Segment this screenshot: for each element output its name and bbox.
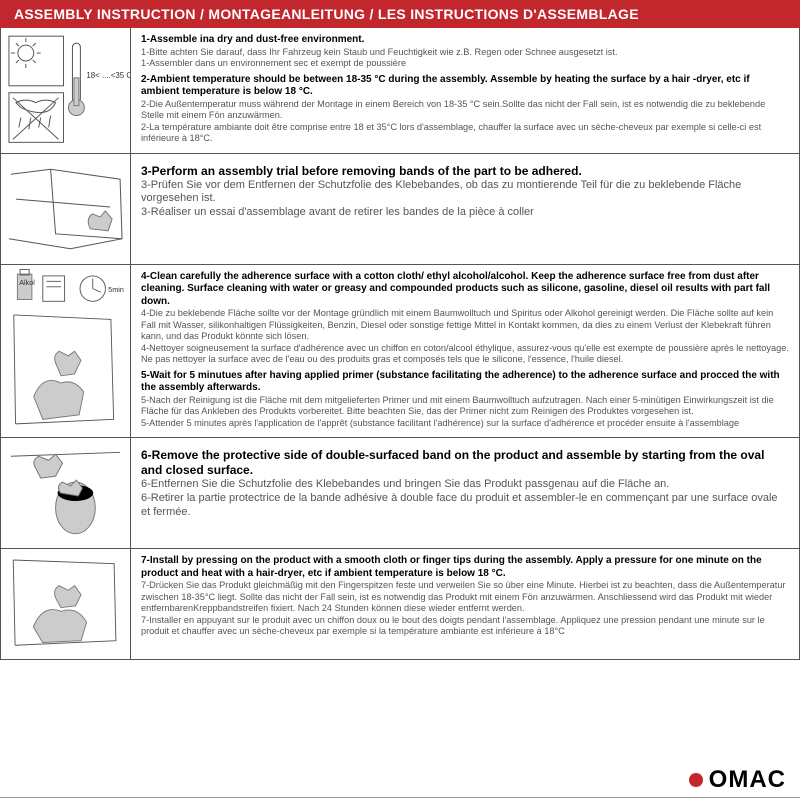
- time-label: 5min: [108, 285, 124, 294]
- instruction-text: 6-Remove the protective side of double-s…: [131, 438, 799, 548]
- step-5-sub-fr: 5-Attender 5 minutes après l'application…: [141, 418, 789, 430]
- instruction-row: 18< ....<35 C 1-Assemble ina dry and dus…: [1, 28, 799, 154]
- step-4-sub-fr: 4-Nettoyer soigneusement la surface d'ad…: [141, 343, 789, 366]
- illustration-press: [1, 549, 131, 659]
- illustration-trial: [1, 154, 131, 264]
- step-5-sub-de: 5-Nach der Reinigung ist die Fläche mit …: [141, 395, 789, 418]
- step-7-sub-fr: 7-Installer en appuyant sur le produit a…: [141, 615, 789, 638]
- step-1-sub-fr: 1-Assembler dans un environnement sec et…: [141, 58, 789, 70]
- instruction-table: 18< ....<35 C 1-Assemble ina dry and dus…: [0, 28, 800, 660]
- step-6-sub-de: 6-Entfernen Sie die Schutzfolie des Kleb…: [141, 478, 789, 492]
- instruction-text: 3-Perform an assembly trial before remov…: [131, 154, 799, 264]
- illustration-peel: [1, 438, 131, 548]
- step-7-head: 7-Install by pressing on the product wit…: [141, 555, 789, 580]
- temp-label: 18< ....<35 C: [86, 71, 130, 80]
- step-6-head: 6-Remove the protective side of double-s…: [141, 448, 789, 478]
- brand-logo: OMAC: [689, 766, 786, 794]
- alcohol-label: Alkol: [19, 277, 35, 286]
- step-1-head: 1-Assemble ina dry and dust-free environ…: [141, 34, 789, 47]
- header-bar: ASSEMBLY INSTRUCTION / MONTAGEANLEITUNG …: [0, 0, 800, 28]
- step-6-sub-fr: 6-Retirer la partie protectrice de la ba…: [141, 492, 789, 520]
- step-1-sub-de: 1-Bitte achten Sie darauf, dass Ihr Fahr…: [141, 47, 789, 59]
- illustration-clean: Alkol 5min: [1, 265, 131, 438]
- step-2-sub-fr: 2-La température ambiante doit être comp…: [141, 122, 789, 145]
- step-3-sub-de: 3-Prüfen Sie vor dem Entfernen der Schut…: [141, 179, 789, 207]
- footer-line: [0, 797, 800, 798]
- step-5-head: 5-Wait for 5 minutues after having appli…: [141, 370, 789, 395]
- step-3-sub-fr: 3-Réaliser un essai d'assemblage avant d…: [141, 206, 789, 220]
- instruction-row: 3-Perform an assembly trial before remov…: [1, 154, 799, 265]
- step-3-head: 3-Perform an assembly trial before remov…: [141, 164, 789, 179]
- step-2-head: 2-Ambient temperature should be between …: [141, 74, 789, 99]
- step-7-sub-de: 7-Drücken Sie das Produkt gleichmäßig mi…: [141, 580, 789, 615]
- instruction-text: 1-Assemble ina dry and dust-free environ…: [131, 28, 799, 153]
- header-title: ASSEMBLY INSTRUCTION / MONTAGEANLEITUNG …: [14, 6, 639, 22]
- step-4-head: 4-Clean carefully the adherence surface …: [141, 271, 789, 309]
- step-4-sub-de: 4-Die zu beklebende Fläche sollte vor de…: [141, 308, 789, 343]
- instruction-text: 4-Clean carefully the adherence surface …: [131, 265, 799, 438]
- illustration-weather: 18< ....<35 C: [1, 28, 131, 153]
- instruction-text: 7-Install by pressing on the product wit…: [131, 549, 799, 659]
- step-2-sub-de: 2-Die Außentemperatur muss während der M…: [141, 99, 789, 122]
- logo-dot-icon: [689, 773, 703, 787]
- logo-text: OMAC: [709, 766, 786, 794]
- instruction-row: 6-Remove the protective side of double-s…: [1, 438, 799, 549]
- instruction-row: Alkol 5min 4-Clean carefully the adheren…: [1, 265, 799, 439]
- instruction-row: 7-Install by pressing on the product wit…: [1, 549, 799, 660]
